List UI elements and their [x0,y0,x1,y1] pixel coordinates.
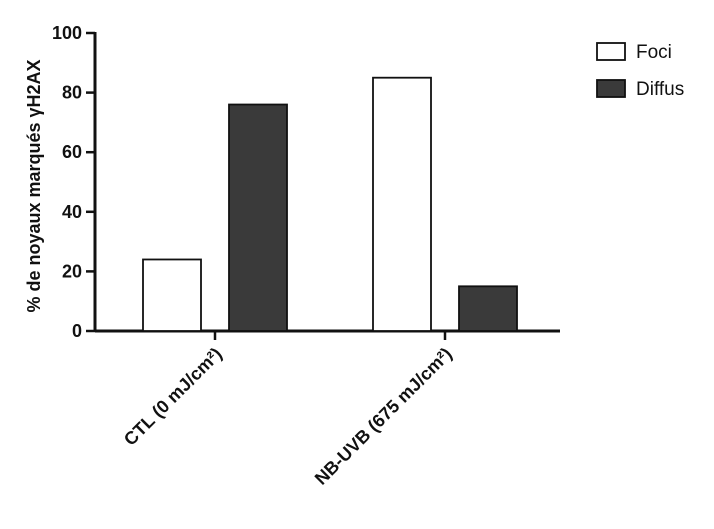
y-tick-label-20: 20 [62,261,82,281]
x-axis [95,329,560,340]
y-tick-label-40: 40 [62,202,82,222]
y-tick-label-100: 100 [52,23,82,43]
y-axis: 0 20 40 60 80 100 [52,23,97,341]
y-axis-label: % de noyaux marqués γH2AX [24,59,44,312]
bar-diffus-1 [228,103,288,332]
y-tick-label-60: 60 [62,142,82,162]
category-label-2: NB-UVB (675 mJ/cm²) [311,344,456,489]
bar-foci-2 [372,76,432,332]
legend-label-diffus: Diffus [636,79,684,100]
category-label-1: CTL (0 mJ/cm²) [120,344,226,450]
bar-diffus-2 [458,285,518,332]
legend-swatch-diffus [596,79,626,98]
y-tick-label-80: 80 [62,83,82,103]
bar-foci-1 [142,258,202,332]
legend-swatch-foci [596,42,626,61]
bars-group [142,76,518,332]
legend-label-foci: Foci [636,42,672,63]
legend: Foci Diffus [596,42,684,100]
y-tick-label-0: 0 [72,321,82,341]
category-labels: CTL (0 mJ/cm²) NB-UVB (675 mJ/cm²) [120,344,456,489]
